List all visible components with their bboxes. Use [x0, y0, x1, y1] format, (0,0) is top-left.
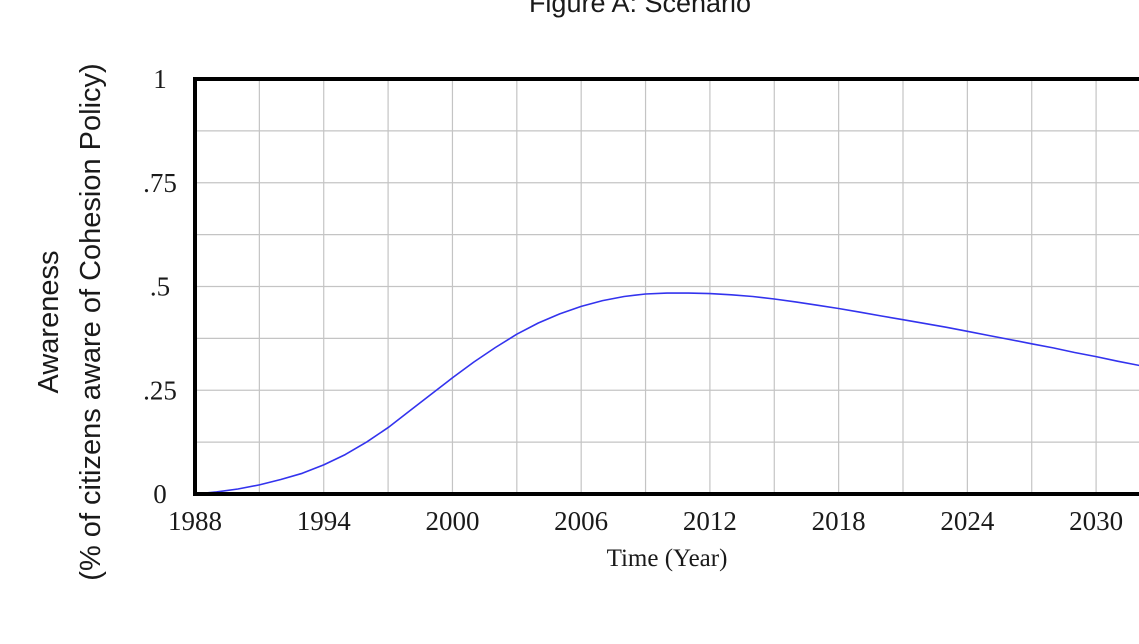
x-tick-label: 2018: [812, 506, 866, 536]
y-axis-tick-labels: 0 .25 .5 .75 1: [143, 64, 177, 509]
y-axis-title: Awareness (% of citizens aware of Cohesi…: [33, 63, 107, 580]
x-axis-tick-labels: 1988 1994 2000 2006 2012 2018 2024 2030: [168, 506, 1123, 536]
x-tick-label: 2000: [425, 506, 479, 536]
y-tick-label: .5: [150, 272, 170, 302]
x-axis-title: Time (Year): [607, 545, 728, 572]
y-tick-label: 1: [153, 64, 167, 94]
chart-title: Figure A: Scenario: [529, 0, 751, 18]
x-tick-label: 2030: [1069, 506, 1123, 536]
plot-frame: [193, 77, 1139, 496]
series-line-awareness: [194, 292, 1139, 495]
grid-lines: [195, 79, 1139, 494]
x-tick-label: 1994: [297, 506, 352, 536]
y-tick-label: .25: [143, 375, 177, 405]
y-tick-label: 0: [153, 479, 167, 509]
x-tick-label: 2006: [554, 506, 608, 536]
x-tick-label: 2024: [940, 506, 995, 536]
y-axis-title-line1: Awareness: [33, 251, 65, 394]
x-tick-label: 1988: [168, 506, 222, 536]
y-tick-label: .75: [143, 168, 177, 198]
y-axis-title-line2: (% of citizens aware of Cohesion Policy): [75, 63, 107, 580]
x-tick-label: 2012: [683, 506, 737, 536]
